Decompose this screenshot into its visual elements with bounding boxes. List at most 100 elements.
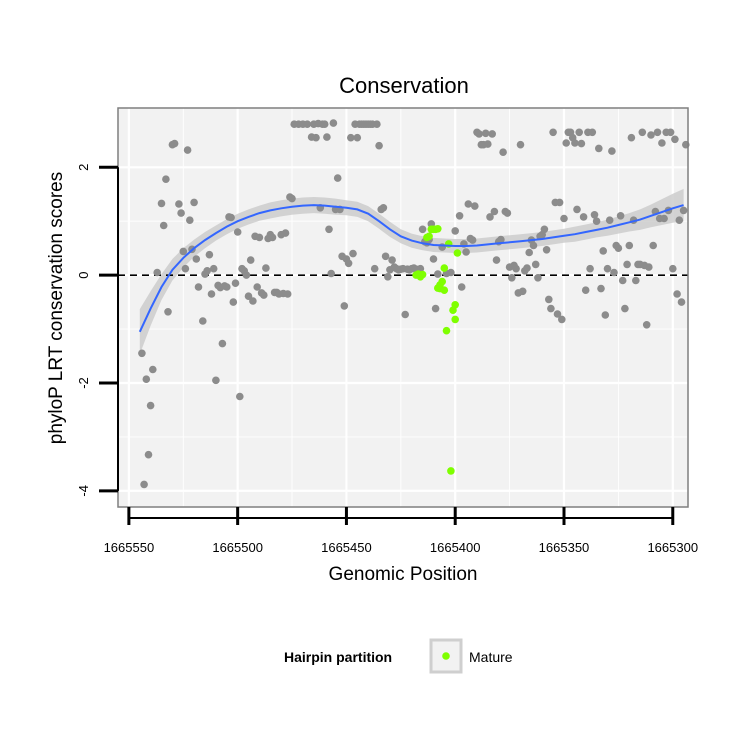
- data-point: [244, 292, 253, 301]
- data-point: [142, 375, 151, 384]
- data-point: [497, 235, 505, 244]
- data-point: [144, 450, 153, 459]
- legend: Hairpin partition Mature: [284, 638, 513, 674]
- data-point: [233, 228, 242, 236]
- data-point: [647, 131, 655, 139]
- data-point: [260, 291, 268, 299]
- data-point: [642, 321, 651, 329]
- data-point: [586, 264, 594, 273]
- data-point: [183, 146, 192, 154]
- data-point: [194, 283, 203, 291]
- x-tick-label: 1665500: [212, 540, 263, 555]
- chart-title: Conservation: [339, 73, 469, 98]
- data-point: [677, 298, 686, 306]
- data-point: [283, 290, 292, 298]
- data-point: [212, 376, 220, 385]
- legend-title: Hairpin partition: [284, 649, 392, 665]
- data-point: [333, 174, 342, 182]
- data-point: [227, 213, 235, 222]
- plot-background: [118, 108, 688, 507]
- x-tick-label: 1665400: [430, 540, 481, 555]
- data-point: [621, 304, 629, 313]
- data-point: [625, 241, 634, 250]
- data-point: [236, 392, 244, 401]
- x-axis-title: Genomic Position: [329, 564, 478, 585]
- data-point: [231, 279, 240, 288]
- data-point: [575, 128, 583, 137]
- data-point: [157, 199, 166, 208]
- data-point: [679, 206, 688, 215]
- legend-label-mature: Mature: [469, 649, 513, 665]
- data-point: [375, 141, 383, 150]
- data-point: [610, 268, 618, 277]
- data-point: [451, 227, 460, 235]
- data-point: [373, 120, 381, 128]
- data-point: [534, 274, 542, 282]
- data-point: [255, 233, 264, 242]
- data-point: [581, 286, 590, 295]
- data-point: [153, 268, 161, 277]
- data-point: [588, 128, 597, 137]
- grid-layer: [118, 108, 688, 507]
- data-point: [379, 204, 388, 212]
- y-tick-label: 0: [76, 271, 91, 278]
- data-point: [199, 317, 207, 325]
- data-point: [577, 139, 586, 148]
- data-point: [616, 212, 625, 220]
- data-point: [353, 133, 362, 142]
- data-point: [653, 128, 662, 137]
- data-point: [457, 283, 466, 291]
- data-point: [490, 207, 499, 216]
- data-point: [138, 349, 146, 358]
- data-point-mature: [447, 467, 455, 475]
- data-point: [447, 268, 455, 277]
- data-point: [542, 246, 551, 254]
- data-point: [669, 264, 677, 273]
- data-point: [518, 287, 527, 296]
- data-point: [597, 284, 605, 293]
- data-point: [590, 211, 599, 219]
- data-point: [229, 298, 238, 306]
- data-point-mature: [442, 326, 451, 335]
- points-layer: [138, 119, 690, 489]
- data-point: [545, 295, 553, 304]
- data-point-mature: [453, 249, 462, 257]
- data-point: [218, 339, 227, 348]
- data-point: [503, 209, 512, 217]
- data-point: [209, 264, 218, 273]
- data-point: [605, 216, 614, 224]
- data-point: [660, 214, 668, 223]
- data-point: [540, 225, 549, 234]
- data-point: [347, 133, 355, 142]
- data-point: [671, 135, 679, 144]
- data-point: [571, 139, 579, 147]
- data-point: [516, 140, 525, 149]
- data-point: [481, 129, 490, 138]
- data-point: [303, 120, 312, 128]
- smooth-line: [138, 204, 684, 333]
- data-point: [508, 274, 516, 282]
- data-point: [614, 244, 623, 252]
- data-point: [192, 255, 201, 263]
- x-tick-label: 1665300: [647, 540, 698, 555]
- data-point: [349, 249, 357, 258]
- data-point: [638, 128, 647, 137]
- data-point: [666, 128, 675, 137]
- data-point: [190, 198, 198, 207]
- data-point-mature: [418, 270, 427, 279]
- data-point: [418, 225, 427, 234]
- data-point: [531, 260, 540, 269]
- legend-key-mature: [442, 652, 450, 660]
- data-point: [525, 248, 533, 257]
- data-point: [547, 304, 555, 313]
- data-point: [327, 269, 336, 278]
- data-point: [325, 225, 333, 234]
- data-point-mature: [434, 225, 442, 233]
- data-point: [340, 302, 349, 310]
- data-point: [175, 200, 183, 208]
- data-point: [549, 128, 557, 137]
- data-point: [179, 247, 188, 256]
- data-point: [464, 200, 473, 208]
- x-tick-label: 1665450: [321, 540, 372, 555]
- data-point: [146, 401, 155, 410]
